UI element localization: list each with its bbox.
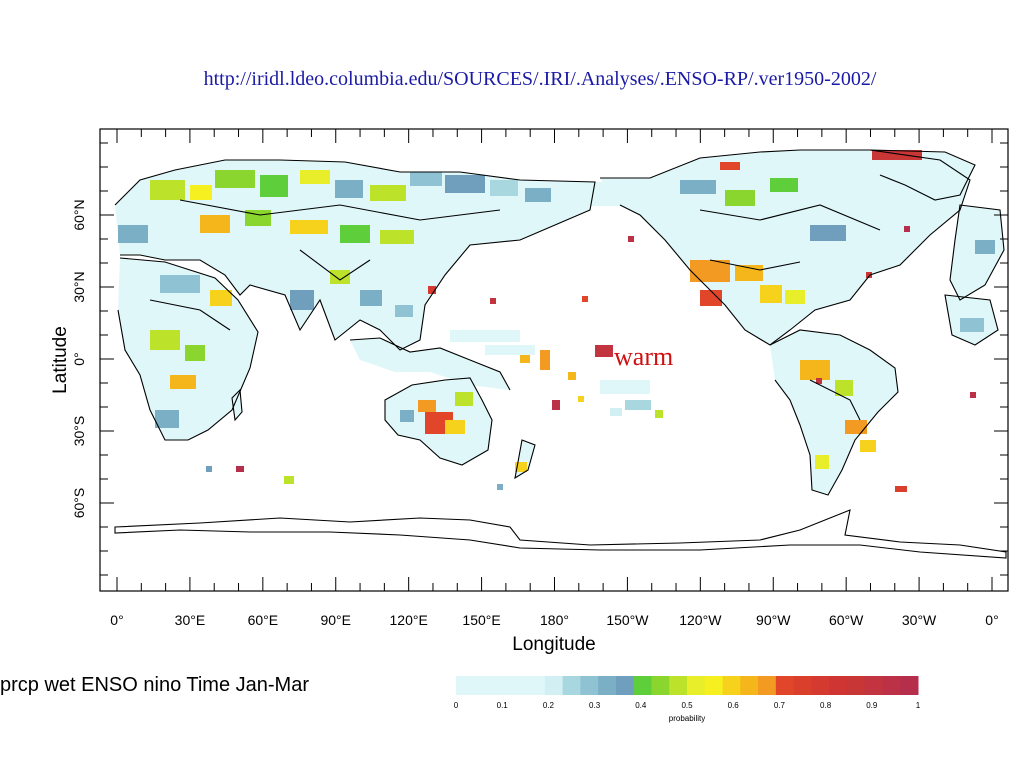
colorbar-swatch bbox=[864, 676, 883, 695]
x-tick-label: 150°W bbox=[606, 612, 649, 628]
y-tick-label: 60°S bbox=[71, 488, 87, 519]
x-axis: 0° 30°E 60°E 90°E 120°E 150°E 180° 150°W 120°W 90… bbox=[110, 129, 999, 628]
colorbar-swatch bbox=[687, 676, 706, 695]
y-tick-label: 0° bbox=[71, 352, 87, 365]
x-tick-label: 60°E bbox=[248, 612, 279, 628]
colorbar-tick-label: 0.2 bbox=[543, 701, 555, 710]
colorbar bbox=[456, 676, 919, 695]
colorbar-label: probability bbox=[669, 714, 705, 723]
colorbar-swatch bbox=[633, 676, 652, 695]
colorbar-swatch bbox=[811, 676, 830, 695]
x-tick-label: 90°W bbox=[756, 612, 791, 628]
colorbar-tick-label: 0.7 bbox=[774, 701, 786, 710]
y-axis: 60°N 30°N 0° 30°S 60°S bbox=[71, 142, 1008, 576]
colorbar-swatch bbox=[615, 676, 635, 695]
x-tick-label: 60°W bbox=[829, 612, 864, 628]
x-tick-label: 0° bbox=[985, 612, 998, 628]
colorbar-swatch bbox=[580, 676, 599, 695]
colorbar-swatch bbox=[544, 676, 564, 695]
colorbar-swatch bbox=[900, 676, 919, 695]
colorbar-tick-label: 1 bbox=[916, 701, 921, 710]
x-tick-label: 90°E bbox=[320, 612, 351, 628]
colorbar-tick-label: 0 bbox=[454, 701, 459, 710]
y-tick-label: 30°S bbox=[71, 416, 87, 447]
colorbar-tick-labels: 0 0.1 0.2 0.3 0.4 0.5 0.6 0.7 0.8 0.9 1 bbox=[454, 701, 921, 710]
x-tick-label: 0° bbox=[110, 612, 123, 628]
colorbar-swatch bbox=[527, 676, 546, 695]
x-tick-label: 150°E bbox=[462, 612, 500, 628]
y-tick-label: 60°N bbox=[71, 199, 87, 230]
probability-patches bbox=[118, 150, 995, 492]
colorbar-swatch bbox=[758, 676, 777, 695]
map-image bbox=[114, 149, 1007, 559]
y-tick-label: 30°N bbox=[71, 271, 87, 302]
colorbar-swatch bbox=[491, 676, 510, 695]
x-tick-label: 120°W bbox=[679, 612, 722, 628]
colorbar-swatch bbox=[509, 676, 528, 695]
colorbar-swatch bbox=[473, 676, 493, 695]
colorbar-tick-label: 0.8 bbox=[820, 701, 832, 710]
source-url-link[interactable]: http://iridl.ldeo.columbia.edu/SOURCES/.… bbox=[203, 68, 877, 90]
colorbar-swatch bbox=[740, 676, 759, 695]
colorbar-swatch bbox=[704, 676, 724, 695]
x-tick-label: 30°E bbox=[175, 612, 206, 628]
x-tick-label: 180° bbox=[540, 612, 569, 628]
colorbar-swatch bbox=[793, 676, 812, 695]
colorbar-swatch bbox=[846, 676, 866, 695]
colorbar-swatch bbox=[669, 676, 688, 695]
colorbar-swatch bbox=[775, 676, 795, 695]
colorbar-tick-label: 0.4 bbox=[635, 701, 647, 710]
x-tick-label: 120°E bbox=[390, 612, 428, 628]
colorbar-tick-label: 0.1 bbox=[497, 701, 509, 710]
colorbar-swatch bbox=[829, 676, 848, 695]
colorbar-tick-label: 0.3 bbox=[589, 701, 601, 710]
x-axis-title: Longitude bbox=[512, 634, 595, 655]
colorbar-swatch bbox=[651, 676, 670, 695]
coastlines bbox=[114, 149, 1005, 496]
colorbar-swatch bbox=[562, 676, 581, 695]
colorbar-swatch bbox=[882, 676, 901, 695]
colorbar-tick-label: 0.6 bbox=[728, 701, 740, 710]
colorbar-swatch bbox=[456, 676, 475, 695]
plot-title: prcp wet ENSO nino Time Jan-Mar bbox=[0, 674, 309, 696]
colorbar-tick-label: 0.5 bbox=[681, 701, 693, 710]
y-axis-title: Latitude bbox=[50, 326, 71, 394]
warm-annotation: warm bbox=[614, 342, 673, 371]
colorbar-swatch bbox=[598, 676, 617, 695]
colorbar-swatch bbox=[722, 676, 741, 695]
colorbar-tick-label: 0.9 bbox=[866, 701, 878, 710]
x-tick-label: 30°W bbox=[902, 612, 937, 628]
